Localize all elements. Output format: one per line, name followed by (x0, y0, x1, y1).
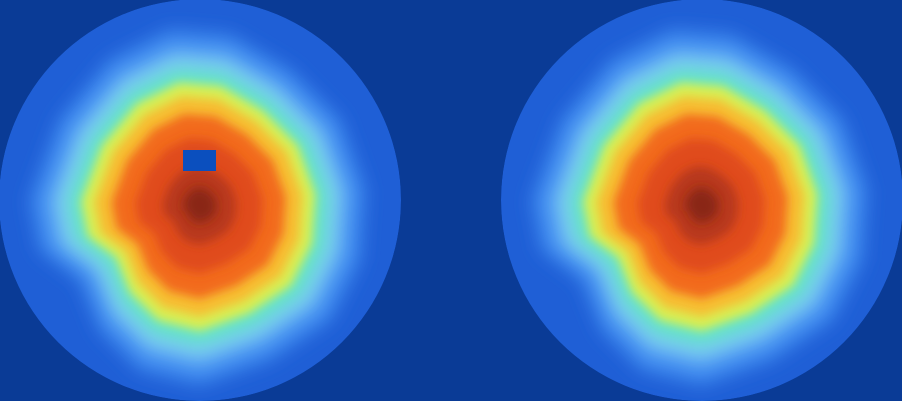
heatmap-panel-left (0, 0, 401, 401)
heat-band (183, 187, 217, 223)
mask-patch (183, 150, 216, 171)
heat-band (685, 187, 719, 223)
heatmap-panel-right (501, 0, 902, 401)
